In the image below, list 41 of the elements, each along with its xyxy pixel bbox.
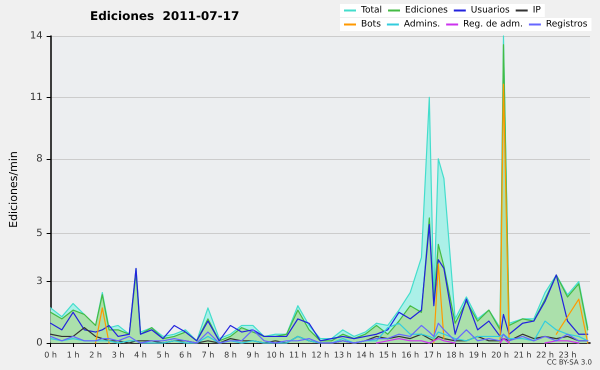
x-tick-label: 19 h [468, 350, 487, 360]
x-tick-label: 1 h [66, 350, 80, 360]
legend-label: Bots [361, 20, 382, 30]
x-tick-label: 2 h [89, 350, 102, 360]
legend-label: Usuarios [470, 6, 510, 16]
y-tick-label: 8 [36, 153, 43, 164]
chart-title: Ediciones 2011-07-17 [90, 9, 240, 23]
y-tick-label: 0 [36, 338, 43, 348]
x-tick-label: 6 h [179, 350, 192, 360]
x-tick-label: 22 h [536, 350, 554, 360]
x-tick-label: 5 h [156, 350, 170, 360]
legend-label: Reg. de adm. [463, 20, 523, 30]
x-tick-label: 3 h [112, 350, 124, 360]
legend-label: Registros [546, 20, 588, 30]
x-tick-label: 12 h [311, 350, 330, 360]
x-tick-label: 9 h [246, 350, 260, 360]
x-tick-label: 20 h [491, 350, 510, 360]
x-tick-label: 23 h [558, 350, 576, 360]
x-tick-label: 13 h [334, 350, 352, 360]
y-tick-label: 11 [30, 92, 43, 103]
x-tick-label: 4 h [134, 350, 147, 360]
legend-label: Total [360, 6, 382, 16]
x-tick-label: 7 h [202, 350, 214, 360]
x-tick-label: 18 h [446, 350, 464, 360]
legend-label: Ediciones [405, 6, 448, 16]
legend-label: IP [532, 6, 542, 16]
x-tick-label: 15 h [378, 350, 397, 360]
x-tick-label: 10 h [266, 350, 284, 360]
x-tick-label: 16 h [401, 350, 420, 360]
x-tick-label: 11 h [288, 350, 307, 360]
y-tick-label: 5 [36, 228, 43, 239]
y-tick-label: 3 [36, 276, 43, 288]
x-tick-label: 8 h [224, 350, 237, 360]
legend-label: Admins. [404, 20, 440, 30]
x-tick-label: 14 h [356, 350, 374, 360]
line-series [50, 224, 588, 342]
x-tick-label: 0 h [44, 350, 57, 360]
y-axis-title: Ediciones/min [7, 151, 20, 228]
y-tick-label: 14 [30, 30, 43, 42]
x-tick-label: 21 h [514, 350, 532, 360]
x-tick-label: 17 h [424, 350, 442, 360]
